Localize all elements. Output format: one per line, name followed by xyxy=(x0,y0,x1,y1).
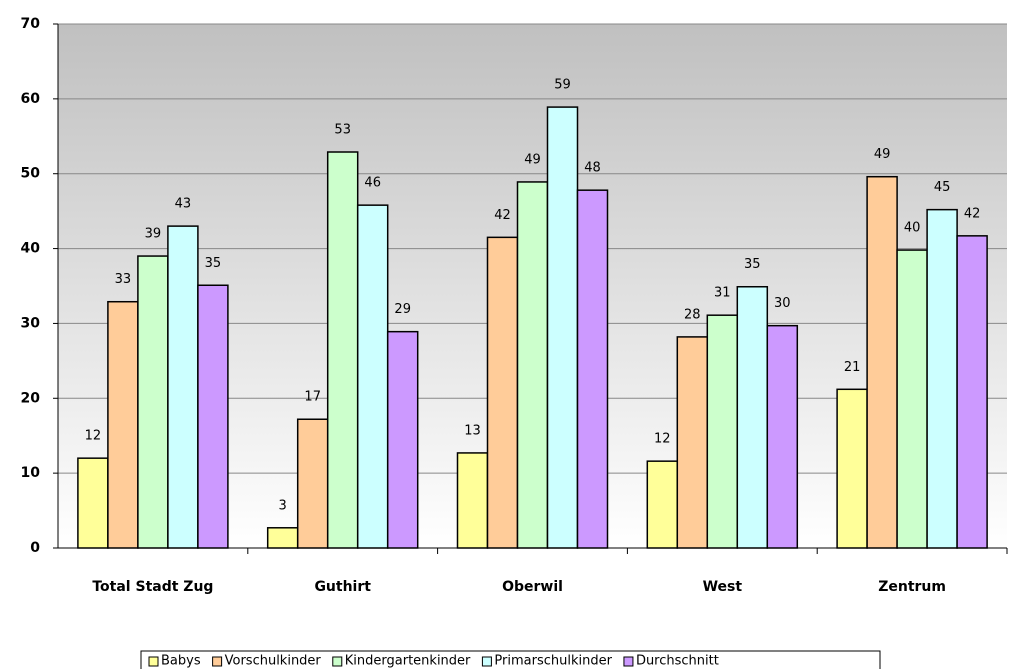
y-tick-label: 0 xyxy=(30,540,40,556)
bar xyxy=(896,249,928,549)
bar xyxy=(167,225,199,549)
legend-label: Babys xyxy=(161,654,201,669)
legend-box xyxy=(140,650,881,669)
data-label: 33 xyxy=(115,272,132,287)
bar xyxy=(676,336,709,549)
data-label: 35 xyxy=(205,256,222,271)
bar xyxy=(326,151,359,549)
data-label: 59 xyxy=(554,78,571,93)
legend-label: Primarschulkinder xyxy=(494,654,612,669)
data-label: 42 xyxy=(964,206,981,221)
legend-swatch xyxy=(148,656,159,667)
x-tick-label: West xyxy=(703,579,743,595)
bar xyxy=(386,330,419,549)
bar xyxy=(456,452,489,549)
bar xyxy=(866,175,898,549)
data-label: 40 xyxy=(904,221,921,236)
bar xyxy=(646,460,679,549)
data-label: 46 xyxy=(364,176,381,191)
legend-swatch xyxy=(212,656,223,667)
y-tick-label: 60 xyxy=(21,91,41,107)
legend-swatch xyxy=(332,656,343,667)
bar xyxy=(77,457,109,549)
y-tick-label: 40 xyxy=(21,241,41,257)
y-tick-label: 10 xyxy=(21,465,41,481)
data-label: 43 xyxy=(175,197,192,212)
bar xyxy=(137,255,169,549)
data-label: 53 xyxy=(334,123,351,138)
data-label: 49 xyxy=(874,147,891,162)
data-label: 31 xyxy=(714,286,731,301)
data-label: 17 xyxy=(304,390,321,405)
data-label: 42 xyxy=(494,208,511,223)
bar xyxy=(736,285,769,549)
legend-label: Vorschulkinder xyxy=(225,654,322,669)
y-tick-label: 50 xyxy=(21,166,41,182)
legend-swatch xyxy=(623,656,634,667)
bar xyxy=(107,300,139,549)
data-label: 30 xyxy=(774,296,791,311)
y-tick-label: 70 xyxy=(21,16,41,32)
data-label: 28 xyxy=(684,307,701,322)
data-label: 45 xyxy=(934,180,951,195)
y-tick-label: 20 xyxy=(21,390,41,406)
bar xyxy=(766,324,799,549)
bar xyxy=(296,418,329,549)
legend-label: Durchschnitt xyxy=(636,654,719,669)
data-label: 49 xyxy=(524,152,541,167)
bar xyxy=(197,284,229,549)
bar xyxy=(956,235,988,549)
bar xyxy=(576,189,609,549)
data-label: 12 xyxy=(654,432,671,447)
bar xyxy=(926,208,958,549)
data-label: 48 xyxy=(584,161,601,176)
bar xyxy=(486,236,519,549)
bar xyxy=(546,106,579,549)
data-label: 29 xyxy=(394,302,411,317)
x-tick-label: Oberwil xyxy=(502,579,563,595)
legend-label: Kindergartenkinder xyxy=(345,654,471,669)
data-label: 12 xyxy=(85,429,102,444)
legend-swatch xyxy=(481,656,492,667)
bar xyxy=(266,527,299,549)
x-tick-label: Zentrum xyxy=(878,579,946,595)
bar xyxy=(706,314,739,549)
y-tick-label: 30 xyxy=(21,315,41,331)
data-label: 13 xyxy=(464,423,481,438)
bar xyxy=(836,388,868,549)
x-tick-label: Total Stadt Zug xyxy=(92,579,213,595)
bar xyxy=(356,204,389,549)
data-label: 3 xyxy=(279,498,287,513)
bar xyxy=(516,181,549,549)
data-label: 39 xyxy=(145,227,162,242)
data-label: 35 xyxy=(744,257,761,272)
x-tick-label: Guthirt xyxy=(314,579,371,595)
data-label: 21 xyxy=(844,360,861,375)
